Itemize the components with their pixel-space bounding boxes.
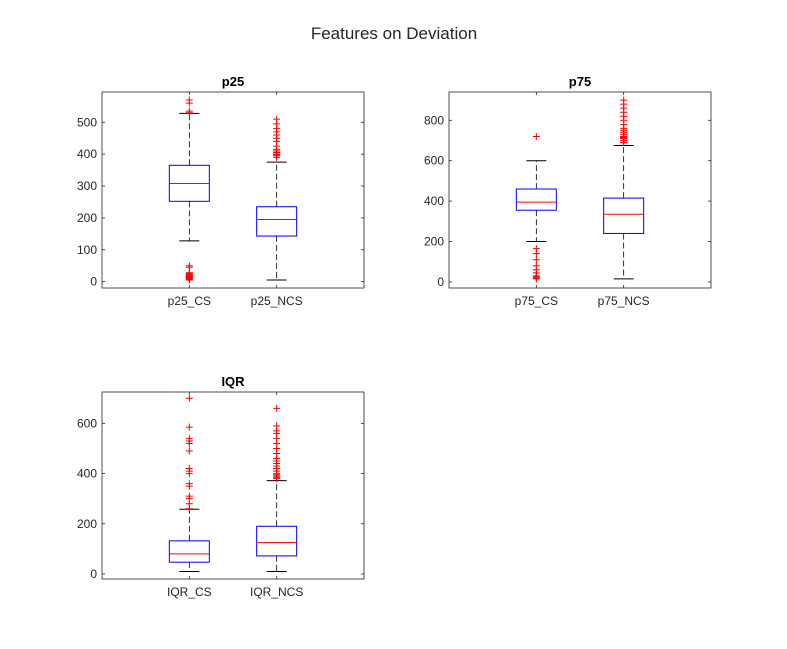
outlier-marker (185, 492, 193, 500)
y-tick-label: 200 (77, 517, 97, 531)
y-tick-label: 300 (77, 179, 97, 193)
iqr-box (515, 188, 557, 211)
subplot-p75: p75 0 200 400 600 800 p75_CS p75_NCS (424, 74, 712, 308)
axes-frame (101, 391, 365, 580)
outlier-marker (185, 434, 193, 442)
y-tick-label: 400 (77, 147, 97, 161)
iqr-box (168, 540, 210, 563)
iqr-box (256, 206, 298, 237)
outlier-marker (532, 132, 540, 140)
figure-title: Features on Deviation (311, 24, 477, 43)
y-tick-label: 600 (77, 416, 97, 430)
y-tick-label: 0 (437, 275, 444, 289)
x-tick-label: p75_CS (515, 294, 558, 308)
y-tick-label: 600 (424, 154, 444, 168)
outlier-marker (185, 262, 193, 270)
outlier-marker (532, 262, 540, 270)
outlier-marker (620, 96, 628, 104)
subplot-iqr: IQR 0 200 400 600 IQR_CS IQR_NCS (77, 374, 365, 599)
y-tick-label: 0 (90, 567, 97, 581)
x-tick-label: p25_NCS (251, 294, 303, 308)
outlier-marker (273, 404, 281, 412)
outlier-marker (185, 480, 193, 488)
x-tick-label: IQR_NCS (250, 585, 303, 599)
outlier-marker (185, 447, 193, 455)
axes-frame (448, 91, 712, 289)
x-tick-label: p25_CS (168, 294, 211, 308)
subplot-title: IQR (221, 374, 245, 389)
y-tick-label: 100 (77, 243, 97, 257)
outlier-marker (185, 107, 193, 115)
y-tick-label: 200 (424, 235, 444, 249)
box-p75-cs (515, 132, 557, 283)
y-tick-label: 800 (424, 113, 444, 127)
y-tick-label: 400 (77, 467, 97, 481)
x-tick-label: p75_NCS (598, 294, 650, 308)
outlier-marker (273, 422, 281, 430)
y-tick-label: 400 (424, 194, 444, 208)
outlier-marker (185, 394, 193, 402)
y-tick-label: 200 (77, 211, 97, 225)
subplot-title: p25 (222, 74, 244, 89)
box-iqr-ncs (256, 404, 298, 572)
box-p25-cs (168, 96, 210, 284)
outlier-marker (185, 423, 193, 431)
outlier-marker (532, 256, 540, 264)
box-iqr-cs (168, 394, 210, 572)
y-tick-label: 0 (90, 275, 97, 289)
outlier-marker (185, 96, 193, 104)
box-p75-ncs (603, 96, 645, 280)
iqr-box (256, 525, 298, 557)
iqr-box (603, 197, 645, 234)
outlier-marker (532, 245, 540, 253)
subplot-p25: p25 0 100 200 300 400 500 p25_CS p25_NCS (77, 74, 365, 308)
outlier-marker (273, 115, 281, 123)
box-p25-ncs (256, 115, 298, 281)
subplot-title: p75 (569, 74, 591, 89)
outlier-marker (185, 465, 193, 473)
x-tick-label: IQR_CS (167, 585, 212, 599)
axes-frame (101, 91, 365, 289)
y-tick-label: 500 (77, 115, 97, 129)
